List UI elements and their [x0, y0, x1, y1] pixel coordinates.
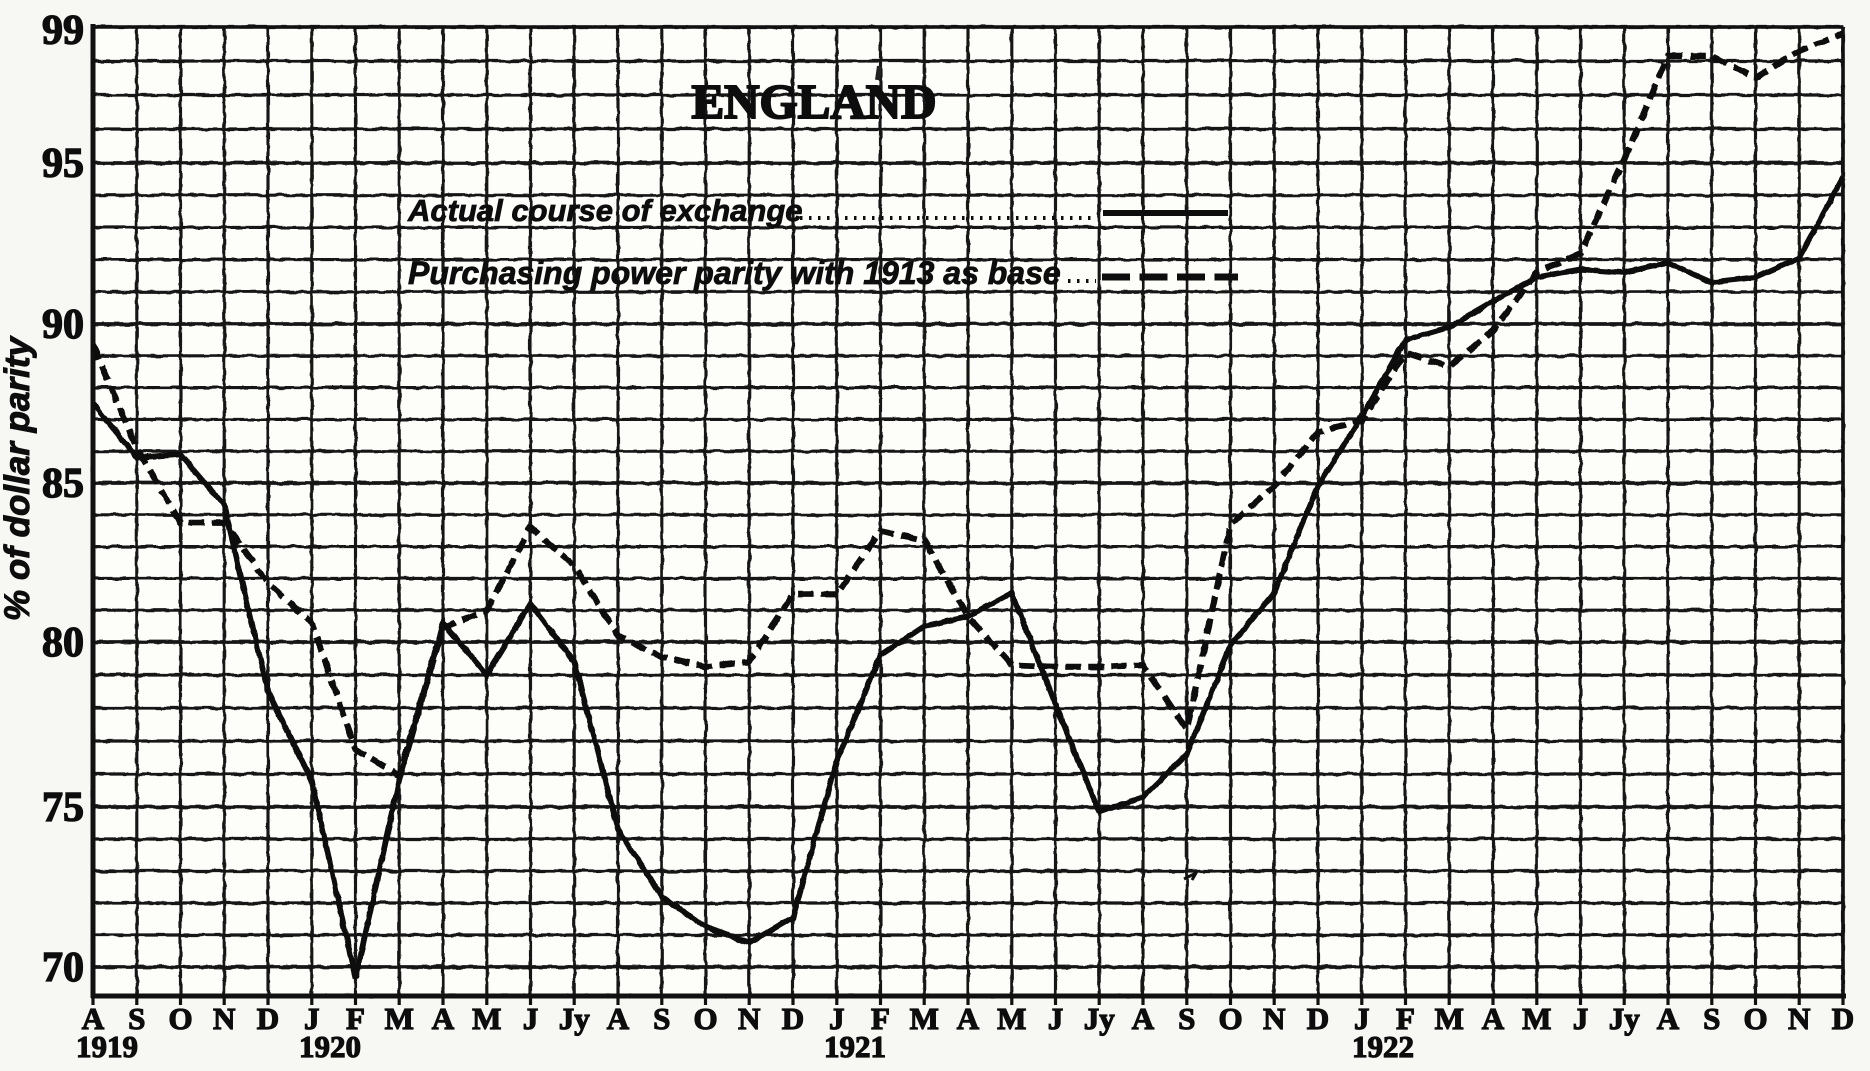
svg-text:85: 85	[42, 461, 84, 507]
svg-text:A: A	[957, 1001, 980, 1036]
svg-text:M: M	[472, 1001, 501, 1036]
svg-text:N: N	[738, 1001, 760, 1036]
svg-text:J: J	[523, 1001, 539, 1036]
svg-text:D: D	[782, 1001, 804, 1036]
svg-text:95: 95	[42, 141, 84, 187]
svg-text:M: M	[1522, 1001, 1551, 1036]
svg-text:F: F	[1396, 1001, 1415, 1036]
svg-text:80: 80	[42, 620, 84, 666]
svg-text:S: S	[1178, 1001, 1195, 1036]
svg-text:S: S	[653, 1001, 670, 1036]
svg-text:S: S	[128, 1001, 145, 1036]
svg-text:A: A	[82, 1001, 105, 1036]
svg-text:O: O	[693, 1001, 717, 1036]
svg-text:A: A	[1657, 1001, 1680, 1036]
svg-text:J: J	[304, 1001, 320, 1036]
svg-text:99: 99	[42, 8, 84, 54]
svg-text:J: J	[1354, 1001, 1370, 1036]
svg-text:F: F	[871, 1001, 890, 1036]
svg-text:N: N	[1788, 1001, 1810, 1036]
svg-text:Jy: Jy	[1609, 1001, 1641, 1036]
svg-text:A: A	[432, 1001, 455, 1036]
svg-text:A: A	[1482, 1001, 1505, 1036]
svg-text:D: D	[257, 1001, 279, 1036]
svg-text:S: S	[1703, 1001, 1720, 1036]
svg-text:ENGLAND: ENGLAND	[691, 74, 936, 129]
svg-text:M: M	[997, 1001, 1026, 1036]
svg-text:N: N	[213, 1001, 235, 1036]
svg-text:70: 70	[42, 945, 84, 991]
svg-text:N: N	[1263, 1001, 1285, 1036]
svg-text:F: F	[346, 1001, 365, 1036]
svg-text:D: D	[1832, 1001, 1854, 1036]
svg-text:O: O	[1743, 1001, 1767, 1036]
svg-text:J: J	[1573, 1001, 1589, 1036]
svg-text:1921: 1921	[824, 1029, 886, 1064]
svg-text:75: 75	[42, 785, 84, 831]
svg-text:1922: 1922	[1352, 1029, 1414, 1064]
svg-text:90: 90	[42, 302, 84, 348]
svg-text:J: J	[829, 1001, 845, 1036]
svg-text:D: D	[1307, 1001, 1329, 1036]
svg-text:M: M	[385, 1001, 414, 1036]
svg-text:Purchasing power parity with 1: Purchasing power parity with 1913 as bas…	[408, 255, 1061, 291]
svg-text:M: M	[1435, 1001, 1464, 1036]
svg-text:Actual course of exchange: Actual course of exchange	[407, 193, 803, 228]
svg-text:O: O	[1218, 1001, 1242, 1036]
svg-text:1919: 1919	[76, 1029, 138, 1064]
svg-text:% of dollar parity: % of dollar parity	[0, 336, 37, 621]
svg-text:Jy: Jy	[559, 1001, 591, 1036]
svg-text:A: A	[1132, 1001, 1155, 1036]
svg-text:J: J	[1048, 1001, 1064, 1036]
svg-text:M: M	[910, 1001, 939, 1036]
svg-text:O: O	[168, 1001, 192, 1036]
svg-text:Jy: Jy	[1084, 1001, 1116, 1036]
svg-text:A: A	[607, 1001, 630, 1036]
svg-text:1920: 1920	[299, 1029, 361, 1064]
